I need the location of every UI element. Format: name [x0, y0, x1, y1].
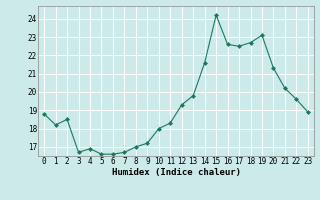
X-axis label: Humidex (Indice chaleur): Humidex (Indice chaleur): [111, 168, 241, 177]
